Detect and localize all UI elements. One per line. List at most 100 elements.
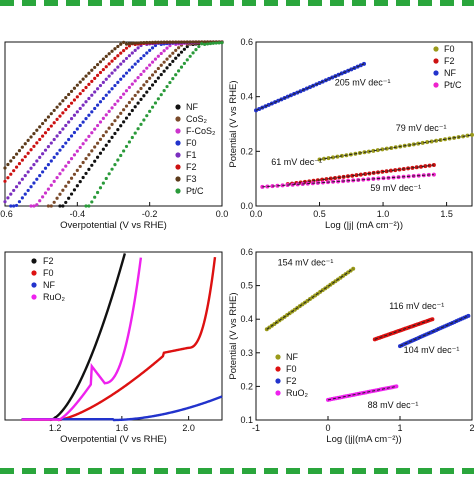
x-tick-label: 0 [325, 423, 330, 433]
series-point-F0 [95, 103, 100, 107]
series-point-NF [101, 147, 105, 151]
series-point-F-CoS₂ [162, 49, 166, 53]
series-point-F-CoS₂ [113, 102, 117, 106]
series-point-NF [266, 102, 271, 107]
series-point-NF [336, 72, 341, 77]
series-point-CoS₂ [171, 51, 175, 55]
series-point-F1 [95, 87, 100, 91]
series-point-NF [162, 69, 166, 73]
series-point-F-CoS₂ [43, 191, 48, 195]
series-point-Pt/C [203, 42, 207, 46]
series-point-Pt/C [156, 97, 160, 101]
legend-label: RuO₂ [43, 292, 66, 302]
y-axis-label: Potential (V vs RHE) [228, 292, 239, 379]
series-point-F3 [32, 131, 36, 136]
series-point-F0 [38, 173, 42, 178]
series-point-CoS₂ [55, 196, 59, 200]
series-point-F2 [388, 168, 393, 173]
series-point-F3 [12, 155, 16, 160]
series-point-CoS₂ [168, 54, 172, 58]
series-point-F-CoS₂ [165, 46, 169, 50]
series-point-F3 [72, 86, 77, 90]
series-point-F0 [465, 133, 470, 138]
series-point-F0 [67, 137, 71, 142]
legend-marker [175, 104, 181, 110]
series-point-F0 [29, 185, 33, 189]
series-point-F0 [93, 106, 97, 111]
series-point-F0 [153, 43, 158, 48]
series-point-F-CoS₂ [55, 175, 59, 180]
series-point-CoS₂ [49, 204, 53, 208]
series-point-F3 [23, 142, 27, 146]
fit-line [262, 174, 434, 188]
series-point-F1 [17, 181, 22, 185]
series-point-F3 [182, 40, 186, 44]
series-point-CoS₂ [136, 90, 140, 94]
series-point-F1 [72, 113, 77, 117]
series-point-F1 [52, 137, 56, 142]
series-point-Pt/C [124, 144, 129, 149]
series-point-F0 [116, 80, 120, 84]
series-point-F-CoS₂ [35, 203, 39, 207]
series-point-Pt/C [174, 73, 178, 77]
series-point-Pt/C [87, 204, 91, 208]
legend-label: F2 [186, 162, 197, 172]
series-point-F-CoS₂ [150, 60, 155, 64]
slope-annotation: 116 mV dec⁻¹ [389, 301, 444, 311]
legend-marker [275, 366, 281, 372]
series-point-F3 [122, 40, 126, 44]
fit-line [327, 385, 397, 401]
series-point-NF [171, 59, 175, 63]
series-point-NF [358, 63, 363, 68]
x-tick-label: 0.5 [313, 209, 326, 219]
legend-marker [175, 128, 181, 134]
series-point-F3 [101, 57, 105, 61]
fit-line [319, 134, 473, 161]
series-point-NF [308, 85, 312, 90]
series-point-F3 [191, 40, 195, 44]
series-point-NF [185, 44, 189, 49]
series-point-NF [64, 200, 68, 205]
series-point-F3 [41, 121, 45, 126]
series-point-F3 [75, 83, 79, 87]
series-point-NF [87, 167, 91, 171]
y-tick-label: 0.2 [240, 146, 253, 156]
series-point-F2 [324, 177, 329, 182]
series-point-F3 [38, 125, 42, 129]
series-point-F3 [156, 40, 160, 44]
series-point-F0 [64, 141, 68, 145]
series-point-F-CoS₂ [168, 44, 172, 48]
series-point-F2 [52, 121, 56, 125]
series-point-F1 [93, 90, 97, 94]
series-point-NF [69, 192, 74, 196]
series-point-CoS₂ [116, 115, 120, 119]
series-point-F1 [61, 127, 65, 131]
series-point-F1 [23, 173, 27, 178]
series-point-F3 [78, 80, 82, 84]
series-point-F1 [104, 77, 108, 81]
series-point-F2 [23, 155, 27, 159]
series-point-Pt/C [150, 105, 155, 109]
x-axis-label: Overpotential (V vs RHE) [60, 434, 167, 445]
series-point-F2 [107, 62, 111, 66]
series-point-F0 [420, 140, 425, 145]
legend-label: CoS₂ [186, 114, 208, 124]
slope-annotation: 104 mV dec⁻¹ [404, 345, 460, 355]
series-point-F1 [41, 152, 45, 156]
series-point-NF [179, 50, 184, 54]
x-tick-label: -0.6 [0, 209, 13, 219]
series-point-F0 [58, 148, 62, 152]
series-point-F2 [6, 176, 10, 180]
series-point-F0 [26, 188, 30, 193]
series-point-NF [150, 83, 155, 87]
series-point-F1 [20, 177, 24, 181]
series-point-Pt/C [168, 80, 172, 85]
series-point-NF [81, 175, 85, 180]
series-point-CoS₂ [119, 111, 123, 115]
series-point-F2 [113, 56, 117, 60]
series-point-NF [317, 81, 322, 85]
series-point-F2 [84, 85, 88, 90]
series-point-NF [67, 196, 71, 200]
